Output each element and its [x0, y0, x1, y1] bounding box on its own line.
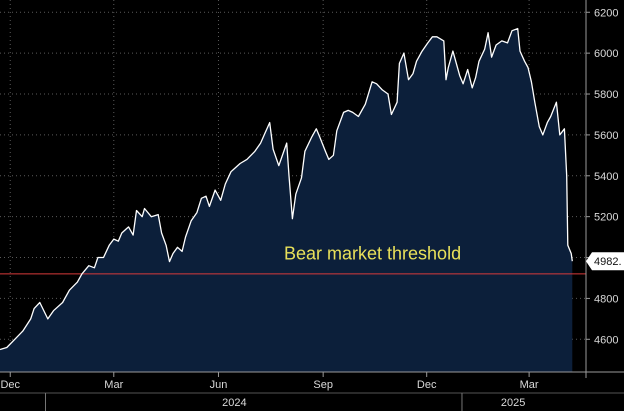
last-value-tag: 4982.: [586, 252, 624, 271]
x-tick-label: Mar: [520, 379, 539, 391]
y-tick-label: 6200: [594, 7, 618, 19]
last-value-label: 4982.: [594, 256, 622, 268]
year-labels: 2024 2025: [45, 393, 525, 411]
x-tick-label: Dec: [417, 379, 437, 391]
y-tick-label: 5800: [594, 89, 618, 101]
series-area-fill: [0, 28, 573, 372]
y-tick-label: 6000: [594, 48, 618, 60]
y-tick-label: 4600: [594, 334, 618, 346]
x-axis-ticks: Dec Mar Jun Sep Dec Mar: [0, 372, 624, 394]
year-label: 2025: [501, 397, 525, 409]
y-tick-label: 4800: [594, 293, 618, 305]
y-tick-label: 5600: [594, 130, 618, 142]
series-line: [0, 27, 573, 351]
x-tick-label: Dec: [0, 379, 20, 391]
x-tick-label: Jun: [210, 379, 228, 391]
threshold-group: Bear market threshold: [0, 244, 586, 275]
x-tick-label: Sep: [313, 379, 333, 391]
y-tick-label: 5200: [594, 212, 618, 224]
last-value-tag-shape: [586, 252, 624, 271]
year-label: 2024: [222, 397, 246, 409]
y-tick-label: 5400: [594, 171, 618, 183]
x-tick-label: Mar: [104, 379, 123, 391]
threshold-annotation: Bear market threshold: [284, 244, 461, 264]
